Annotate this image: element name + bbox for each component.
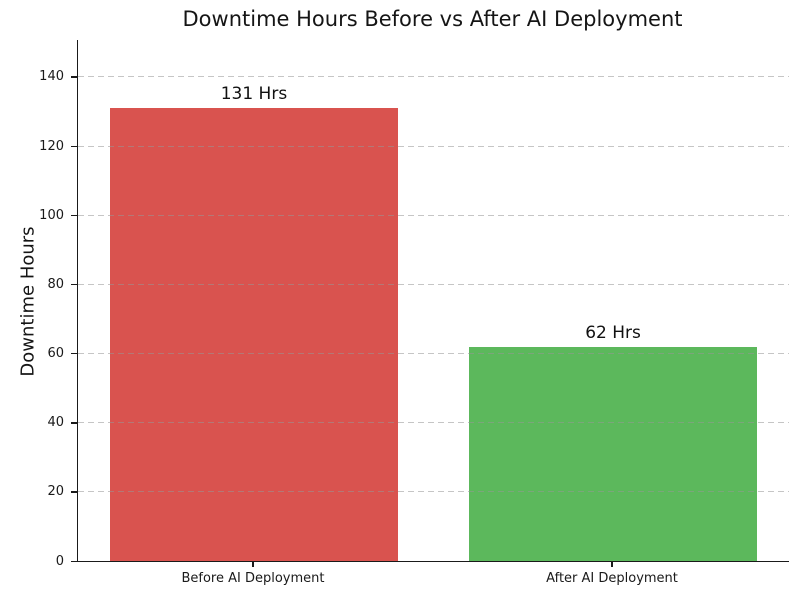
y-tick-label-80: 80 xyxy=(47,276,64,292)
y-tick-label-100: 100 xyxy=(39,207,64,223)
bar-value-label-before-ai-deployment: 131 Hrs xyxy=(220,84,288,105)
gridline-y-80 xyxy=(78,283,789,285)
x-tick-mark-after-ai-deployment xyxy=(611,562,613,567)
y-tick-mark-140 xyxy=(71,76,77,78)
bar-value-label-after-ai-deployment: 62 Hrs xyxy=(585,322,641,343)
y-tick-mark-40 xyxy=(71,422,77,424)
plot-area: 131 Hrs 62 Hrs xyxy=(77,40,789,562)
gridline-y-120 xyxy=(78,145,789,147)
x-tick-label-before-ai-deployment: Before AI Deployment xyxy=(181,571,325,586)
gridline-y-100 xyxy=(78,214,789,216)
y-tick-label-40: 40 xyxy=(47,415,64,431)
x-tick-mark-before-ai-deployment xyxy=(252,562,254,567)
gridline-y-140 xyxy=(78,76,789,78)
y-tick-mark-100 xyxy=(71,214,77,217)
y-tick-mark-120 xyxy=(71,145,77,147)
gridline-y-20 xyxy=(78,491,789,493)
y-tick-label-0: 0 xyxy=(55,553,64,569)
y-tick-label-20: 20 xyxy=(47,484,64,500)
y-tick-mark-80 xyxy=(71,283,77,286)
gridline-y-40 xyxy=(78,422,789,424)
y-tick-mark-60 xyxy=(71,353,77,355)
x-tick-label-after-ai-deployment: After AI Deployment xyxy=(546,571,678,586)
bar-before-ai-deployment xyxy=(110,108,398,561)
y-tick-mark-0 xyxy=(71,560,77,562)
y-tick-label-60: 60 xyxy=(47,346,64,362)
y-tick-label-140: 140 xyxy=(39,69,64,85)
y-tick-label-120: 120 xyxy=(39,138,64,154)
y-tick-mark-20 xyxy=(71,491,77,493)
bar-after-ai-deployment xyxy=(469,346,757,561)
chart-title: Downtime Hours Before vs After AI Deploy… xyxy=(182,7,683,31)
gridline-y-60 xyxy=(78,353,789,355)
